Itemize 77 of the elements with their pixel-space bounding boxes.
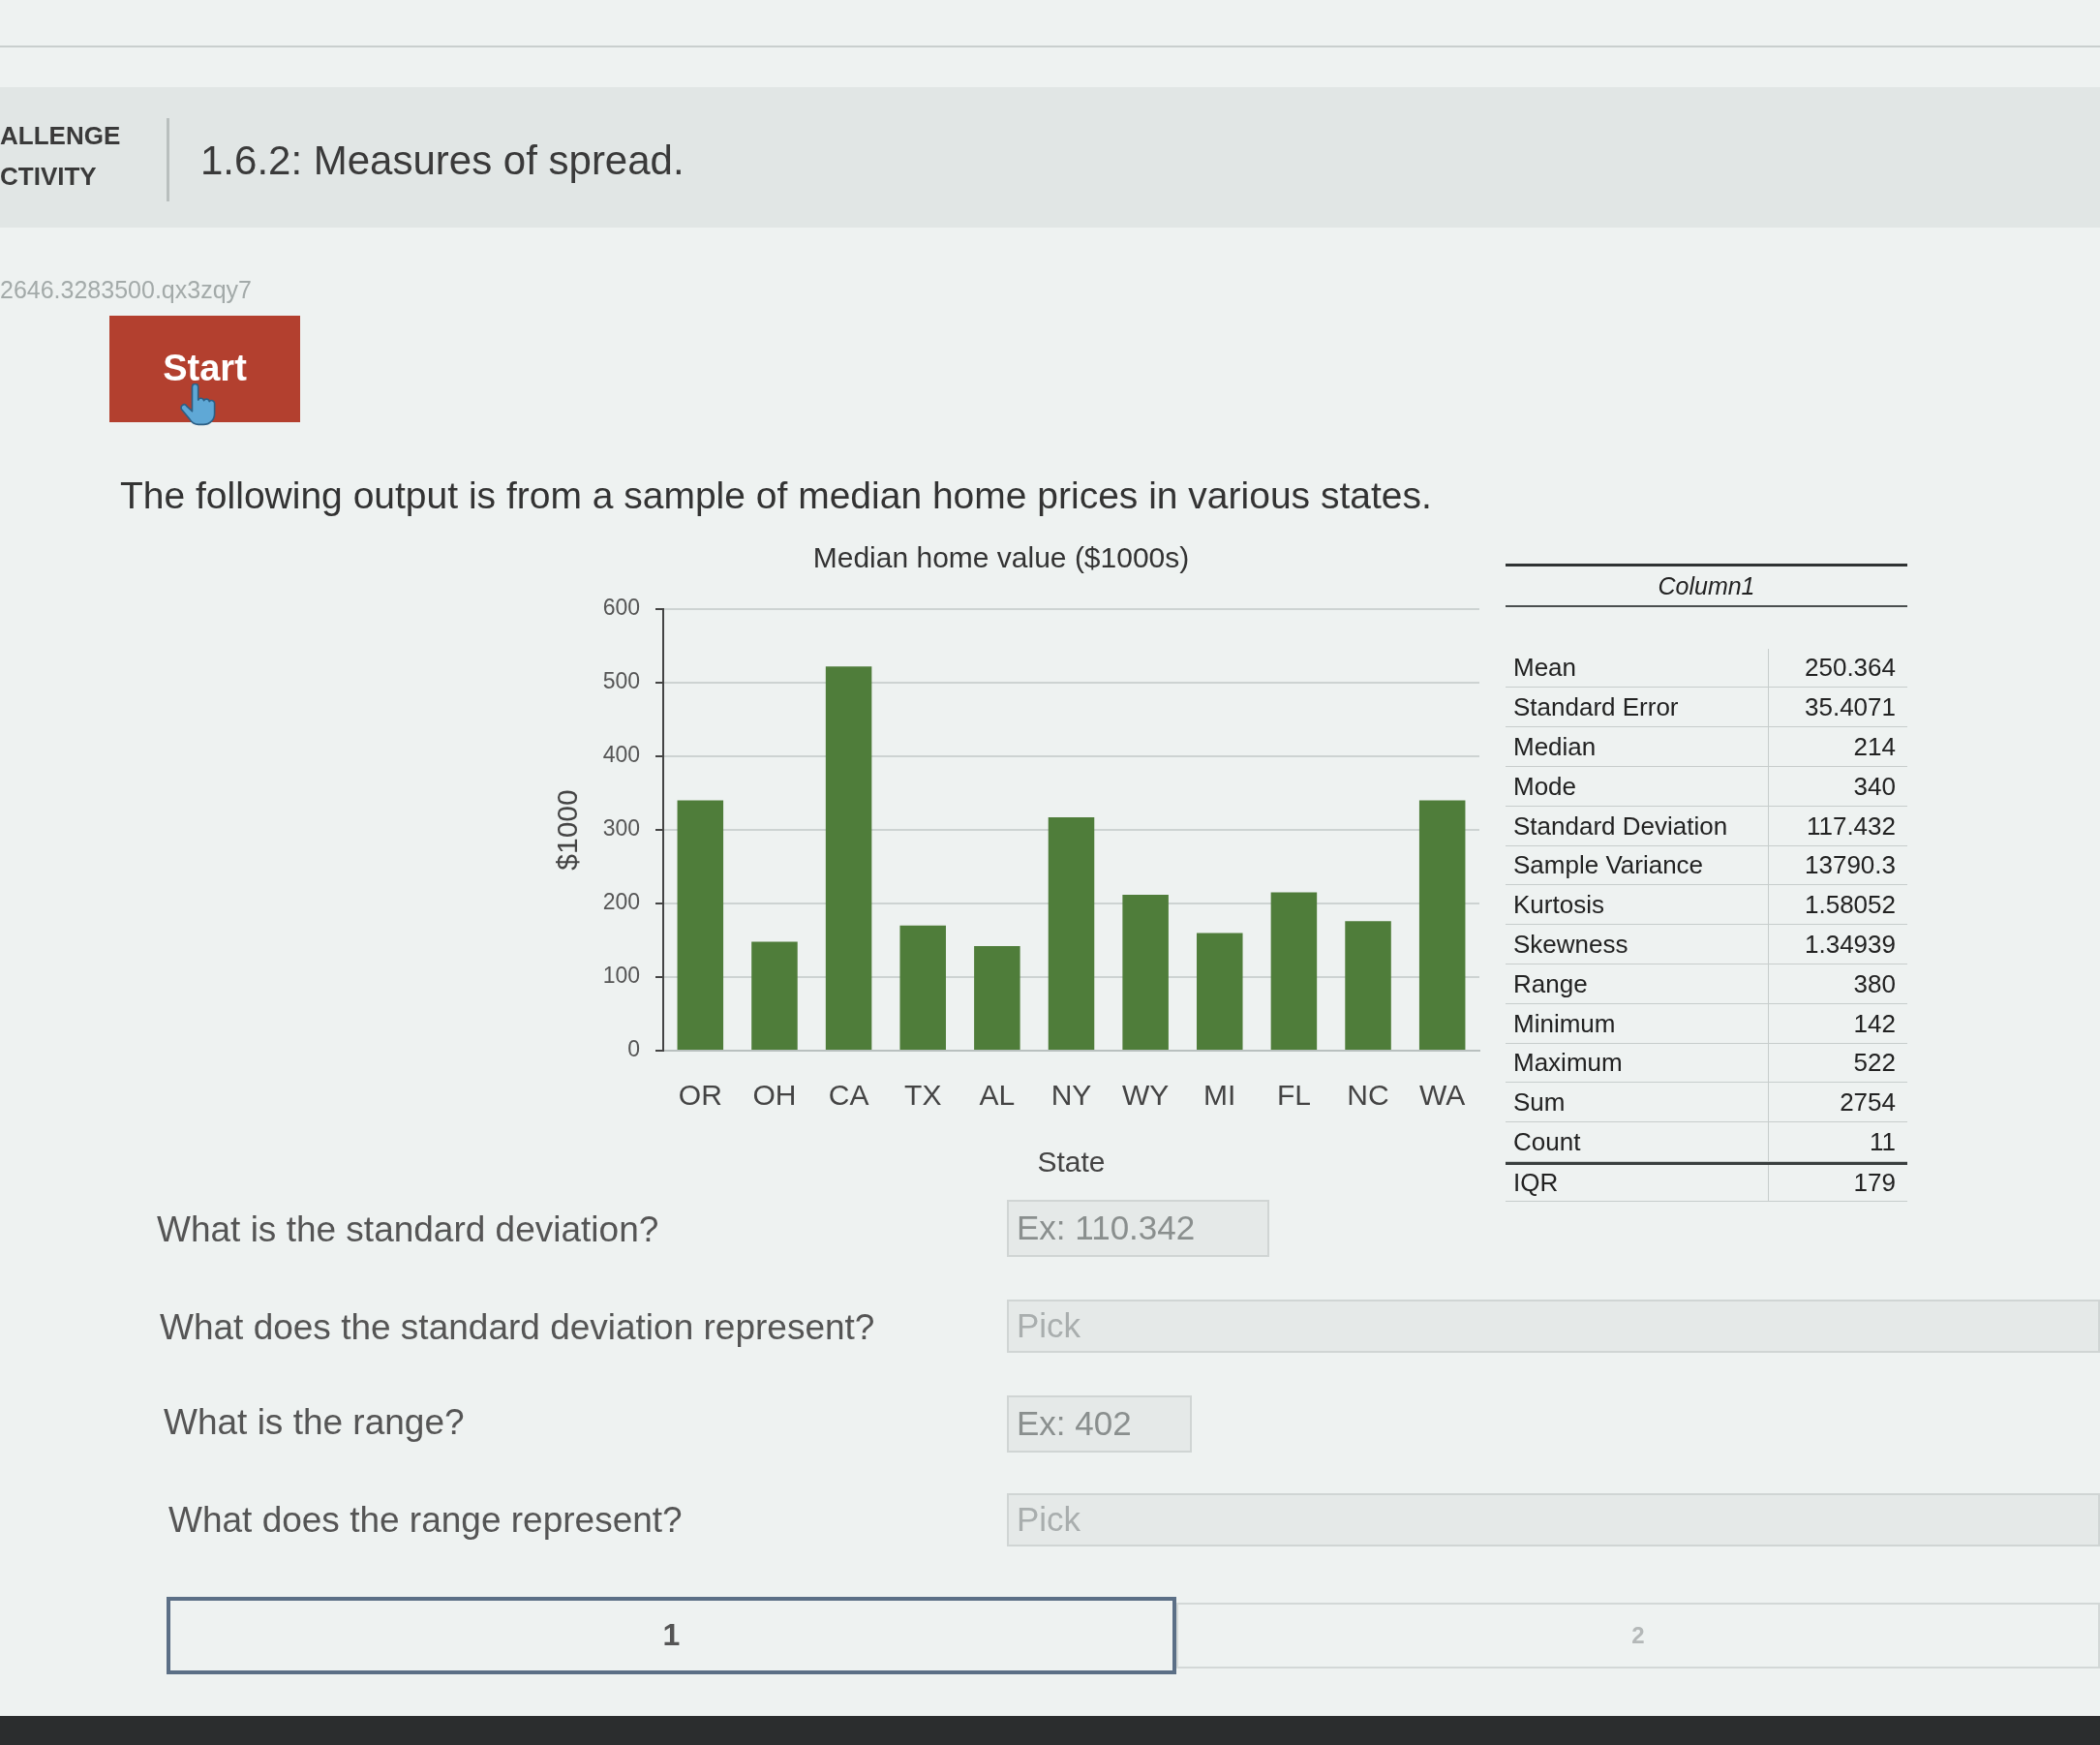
category-label: Mode <box>1513 771 1577 802</box>
data-label: 214 <box>1853 731 1896 762</box>
data-label: 1.34939 <box>1805 929 1896 960</box>
x-tick-label: CA <box>828 1079 869 1112</box>
data-label: 35.4071 <box>1805 691 1896 722</box>
bar <box>1048 817 1095 1050</box>
bar <box>1122 894 1169 1050</box>
bar <box>677 800 724 1050</box>
category-label: Maximum <box>1513 1047 1623 1078</box>
bar <box>899 925 946 1050</box>
category-label: IQR <box>1513 1167 1559 1198</box>
x-tick-label: FL <box>1276 1079 1311 1112</box>
y-tick-label: 400 <box>602 742 640 768</box>
x-tick-label: AL <box>979 1079 1016 1112</box>
category-label: Sum <box>1513 1087 1566 1117</box>
select-field: Pick <box>1007 1300 2100 1353</box>
x-tick-label: NC <box>1347 1079 1389 1112</box>
text: What does the range represent? <box>168 1499 683 1542</box>
bar <box>1345 921 1391 1050</box>
data-label: 13790.3 <box>1805 849 1896 880</box>
text: 2646.3283500.qx3zqy7 <box>0 275 252 304</box>
text: What does the standard deviation represent? <box>160 1306 875 1349</box>
input-field: Ex: 402 <box>1007 1395 1192 1453</box>
input-field: Ex: 110.342 <box>1007 1200 1269 1257</box>
button: Start <box>109 316 300 422</box>
data-label: 1.58052 <box>1805 889 1896 920</box>
data-label: 179 <box>1853 1167 1896 1198</box>
x-tick-label: TX <box>904 1079 942 1112</box>
y-tick-label: 600 <box>602 595 640 621</box>
data-label: 250.364 <box>1805 652 1896 683</box>
bar <box>1270 892 1318 1050</box>
data-label: 11 <box>1870 1126 1896 1157</box>
bar <box>825 666 872 1050</box>
bar <box>1197 933 1243 1050</box>
y-tick-label: 200 <box>602 889 640 915</box>
x-tick-label: MI <box>1203 1079 1236 1112</box>
y-axis-title: $1000 <box>551 789 584 871</box>
category-label: Mean <box>1513 652 1577 683</box>
text: What is the range? <box>164 1401 465 1444</box>
category-label: Standard Error <box>1513 691 1679 722</box>
bar <box>1418 800 1466 1050</box>
x-tick-label: WA <box>1419 1079 1466 1112</box>
data-label: 142 <box>1853 1008 1896 1039</box>
x-tick-label: OH <box>752 1079 797 1112</box>
text: CTIVITY <box>0 162 97 192</box>
text: ALLENGE <box>0 121 121 151</box>
data-label: 340 <box>1853 771 1896 802</box>
data-label: 2754 <box>1840 1087 1896 1117</box>
y-tick-label: 300 <box>602 815 640 842</box>
category-label: Kurtosis <box>1513 889 1604 920</box>
text: 1.6.2: Measures of spread. <box>200 137 685 185</box>
step-box: 1 <box>167 1597 1176 1674</box>
x-tick-label: NY <box>1050 1079 1092 1112</box>
x-tick-label: WY <box>1121 1079 1170 1112</box>
category-label: Sample Variance <box>1513 849 1704 880</box>
category-label: Minimum <box>1513 1008 1616 1039</box>
x-tick-label: OR <box>678 1079 722 1112</box>
y-tick-label: 500 <box>602 668 640 694</box>
category-label: Skewness <box>1513 929 1628 960</box>
bar <box>974 946 1020 1050</box>
text: Column1 <box>1658 571 1755 599</box>
data-label: 117.432 <box>1806 811 1896 842</box>
step-box: 2 <box>1176 1603 2100 1668</box>
category-label: Median <box>1513 731 1597 762</box>
data-label: 380 <box>1853 968 1896 999</box>
bar <box>751 941 798 1050</box>
data-label: 522 <box>1853 1047 1896 1078</box>
category-label: Count <box>1513 1126 1581 1157</box>
x-axis-title: State <box>1037 1146 1106 1179</box>
y-tick-label: 100 <box>602 963 640 989</box>
select-field: Pick <box>1007 1493 2100 1546</box>
y-tick-label: 0 <box>627 1036 640 1062</box>
category-label: Standard Deviation <box>1513 811 1728 842</box>
category-label: Range <box>1513 968 1588 999</box>
text: The following output is from a sample of median home prices in various states. <box>120 474 1432 518</box>
text: What is the standard deviation? <box>157 1209 659 1251</box>
chart-title: Median home value ($1000s) <box>812 541 1190 574</box>
